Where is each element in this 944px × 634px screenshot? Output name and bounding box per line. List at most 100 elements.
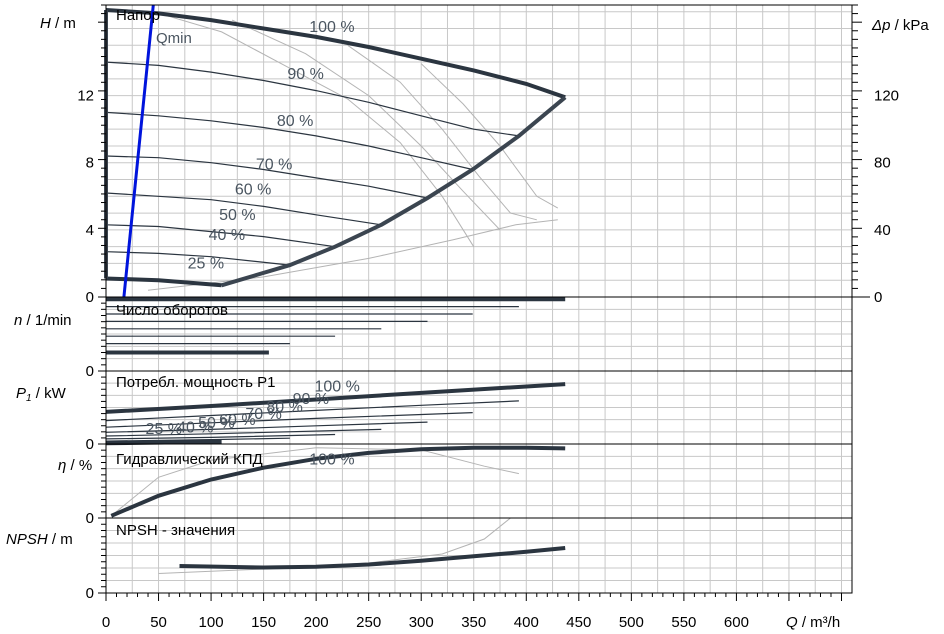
x-tick-label: 150 (251, 614, 276, 631)
head-curve-label: 70 % (256, 156, 292, 173)
y2-label-head: Δp / kPa (871, 17, 929, 34)
head-curve-label: 50 % (219, 207, 255, 224)
plot-frame (105, 4, 853, 594)
efficiency-curve-label: 100 % (309, 452, 354, 469)
x-tick-label: 600 (724, 614, 749, 631)
x-tick-label: 400 (514, 614, 539, 631)
head-curve-label: 60 % (235, 182, 271, 199)
power-line-25pct (105, 439, 222, 446)
head-curve-label: 25 % (188, 255, 224, 272)
head-curve-40pct (105, 251, 290, 266)
y-tick-label: 0 (86, 363, 94, 380)
y2-tick-label: 0 (874, 289, 882, 306)
y-tick-label: 0 (86, 585, 94, 602)
head-curve-70pct (105, 155, 428, 199)
y2-tick-label: 80 (874, 155, 891, 172)
y-label-power-var: P (16, 385, 26, 402)
efficiency-iso-line (420, 63, 559, 209)
power-line-70pct (105, 421, 428, 433)
curves (104, 4, 567, 570)
power-curve-label: 40 % (177, 419, 213, 436)
x-tick-label: 350 (461, 614, 486, 631)
efficiency-line-100pct (110, 445, 566, 518)
head-curve-label: 90 % (287, 66, 323, 83)
y-label-head-var: H (40, 15, 51, 32)
power-line-50pct (105, 433, 336, 440)
head-curve-50pct (105, 224, 336, 248)
y-tick-label: 0 (86, 289, 94, 306)
y-label-efficiency: η / % (58, 457, 92, 474)
power-curve-label: 80 % (266, 399, 302, 416)
panel-frames (105, 4, 870, 594)
y2-label-head-var: Δp (871, 17, 890, 34)
x-tick-label: 50 (150, 614, 167, 631)
y2-tick-label: 40 (874, 222, 891, 239)
head-curve-label: 80 % (277, 113, 313, 130)
y-tick-label: 12 (77, 88, 94, 105)
x-tick-label: 300 (409, 614, 434, 631)
y2-tick-label: 120 (874, 88, 899, 105)
power-curve-label: 90 % (293, 391, 329, 408)
power-line-80pct (105, 412, 473, 428)
power-curve-label: 70 % (245, 406, 281, 423)
power-curve-label: 25 % (146, 421, 182, 438)
y-label-head-unit: / m (51, 15, 76, 32)
x-axis-title-unit: / m³/h (798, 614, 841, 631)
y-label-speed-var: n (14, 312, 22, 329)
y-tick-label: 0 (86, 510, 94, 527)
efficiency-iso-line (231, 19, 501, 231)
head-curve-90pct (105, 61, 519, 137)
x-axis-title: Q / m³/h (786, 614, 840, 631)
head-curve-80pct (105, 111, 473, 171)
y-label-head: H / m (40, 15, 76, 32)
y-label-npsh-unit: / m (48, 531, 73, 548)
y-label-power-unit: / kW (32, 385, 67, 402)
power-curve-label: 50 % (198, 415, 234, 432)
efficiency-iso-line (153, 11, 475, 247)
efficiency-gray-curve (110, 447, 520, 517)
ticks (98, 4, 862, 601)
power-line-60pct (105, 428, 382, 437)
x-tick-label: 0 (102, 614, 110, 631)
qmin-line (122, 4, 155, 298)
power-line-100pct (105, 382, 566, 414)
x-tick-label: 500 (619, 614, 644, 631)
npsh-line-100pct (179, 546, 566, 570)
y-tick-label: 4 (86, 222, 94, 239)
x-tick-label: 450 (566, 614, 591, 631)
head-curve-label: 100 % (309, 19, 354, 36)
y2-label-head-unit: / kPa (890, 17, 929, 34)
y-label-npsh: NPSH / m (6, 531, 73, 548)
head-curve-label: 40 % (209, 227, 245, 244)
efficiency-iso-line (347, 44, 537, 221)
y-label-speed: n / 1/min (14, 312, 72, 329)
head-curve-60pct (105, 192, 382, 226)
panel-title-head: Напор (116, 7, 160, 24)
power-line-90pct (105, 400, 519, 422)
panel-title-efficiency: Гидравлический КПД (116, 451, 263, 468)
y-label-efficiency-unit: / % (66, 457, 92, 474)
y-label-efficiency-var: η (58, 457, 66, 474)
panel-title-npsh: NPSH - значения (116, 522, 235, 539)
x-tick-label: 100 (199, 614, 224, 631)
power-curve-label: 60 % (219, 412, 255, 429)
npsh-gray-curve (158, 517, 511, 574)
y-label-speed-unit: / 1/min (22, 312, 71, 329)
qmin-label: Qmin (156, 30, 192, 47)
panel-title-speed: Число оборотов (116, 302, 228, 319)
power-curve-label: 100 % (314, 378, 359, 395)
x-tick-label: 200 (304, 614, 329, 631)
y-label-npsh-var: NPSH (6, 531, 48, 548)
y-tick-label: 8 (86, 155, 94, 172)
labels: 0 50 100 150 200 250 300 350 400 450 500 550 6000481… (77, 19, 899, 631)
head-curve-100pct (105, 8, 566, 100)
y-label-power-sub: 1 (26, 393, 32, 404)
x-axis-title-var: Q (786, 614, 798, 631)
panel-title-power: Потребл. мощность P1 (116, 374, 276, 391)
envelope-bottom (221, 95, 567, 288)
y-tick-label: 0 (86, 436, 94, 453)
power-line-40pct (105, 437, 290, 442)
x-tick-label: 250 (356, 614, 381, 631)
head-curve-25pct (105, 276, 222, 288)
